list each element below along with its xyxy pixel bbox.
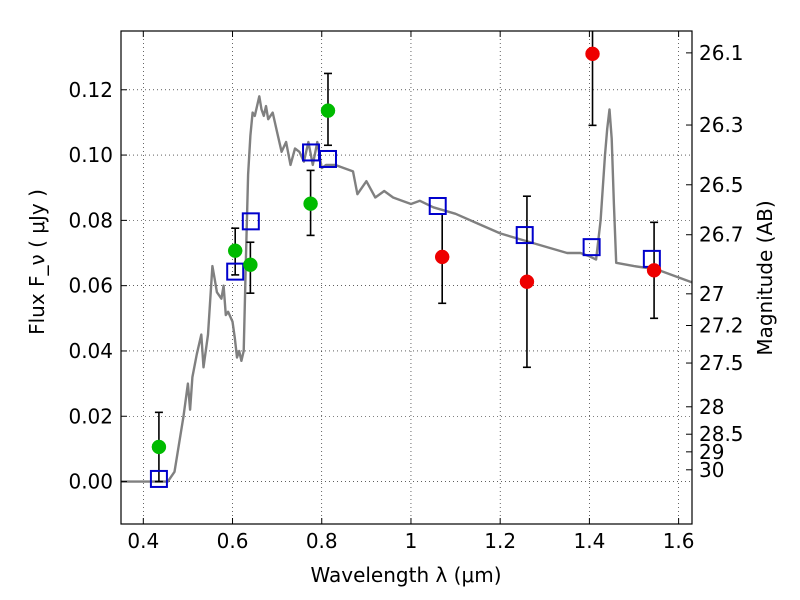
right-axis-title: Magnitude (AB): [753, 200, 777, 355]
model-photometry-square: [428, 196, 447, 215]
green-data-point: [151, 439, 167, 455]
model-photometry-square: [241, 212, 260, 231]
axis-ticks: 0.4 0.6 0.8 1 1.2 1.4 1.6 0.00 0.02 0.04 0.06 0.08 0…: [68, 31, 744, 553]
error-bars: [154, 31, 659, 483]
x-tick-label: 1.2: [484, 529, 516, 553]
model-photometry-square: [318, 149, 337, 168]
green-data-point: [303, 196, 318, 211]
magnitude-tick-label: 30: [699, 458, 724, 482]
green-data-point: [243, 257, 258, 273]
data-markers: [149, 46, 662, 488]
y-tick-label: 0.02: [68, 404, 113, 428]
magnitude-tick-label: 27: [699, 282, 724, 306]
red-data-point: [519, 274, 535, 289]
model-photometry-square: [515, 226, 534, 245]
y-tick-label: 0.10: [68, 143, 113, 167]
magnitude-tick-label: 27.2: [699, 313, 744, 337]
grid-lines: [121, 31, 692, 524]
green-data-point: [227, 243, 243, 258]
magnitude-tick-label: 26.7: [699, 223, 744, 247]
model-photometry-square: [226, 262, 245, 281]
model-photometry-square: [149, 469, 168, 488]
x-tick-label: 0.6: [217, 529, 249, 553]
model-sed-line: [121, 95, 693, 483]
x-axis-title: Wavelength λ (μm): [310, 563, 501, 587]
magnitude-tick-label: 29: [699, 440, 724, 464]
magnitude-tick-label: 26.3: [699, 113, 744, 137]
y-tick-label: 0.08: [68, 208, 113, 232]
red-data-point: [585, 46, 600, 62]
y-tick-label: 0.00: [68, 470, 113, 494]
y-tick-label: 0.06: [68, 274, 113, 298]
y-axis-title: Flux F_ν ( μJy ): [25, 189, 49, 335]
magnitude-tick-label: 26.5: [699, 173, 744, 197]
x-tick-label: 1.4: [573, 529, 605, 553]
red-data-point: [434, 249, 450, 265]
magnitude-tick-label: 28: [699, 395, 724, 419]
x-tick-label: 1.6: [663, 529, 695, 553]
plot-frame: [120, 30, 693, 525]
magnitude-tick-label: 28.5: [699, 422, 744, 446]
x-tick-label: 1: [405, 529, 418, 553]
green-data-point: [320, 103, 336, 118]
x-tick-label: 0.4: [127, 529, 159, 553]
model-sed-curve: [121, 95, 693, 483]
model-photometry-square: [582, 238, 601, 257]
magnitude-tick-label: 26.1: [699, 41, 744, 65]
y-tick-label: 0.04: [68, 339, 113, 363]
x-tick-label: 0.8: [306, 529, 338, 553]
magnitude-tick-label: 27.5: [699, 351, 744, 375]
y-tick-label: 0.12: [68, 78, 113, 102]
red-data-point: [646, 263, 662, 278]
